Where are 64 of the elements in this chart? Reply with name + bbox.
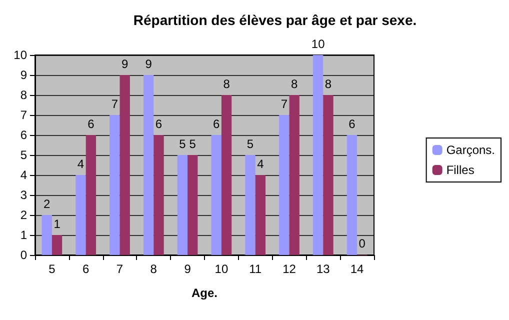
bar [279,115,290,255]
data-label: 6 [88,117,95,131]
data-label: 1 [54,217,61,231]
bar [110,115,120,255]
data-label: 6 [348,117,356,131]
data-label: 7 [280,97,288,111]
chart-title: Répartition des élèves par âge et par sexe. [133,12,417,28]
x-tick-label: 14 [350,262,364,276]
data-label: 7 [111,97,118,111]
data-label: 4 [257,157,264,171]
y-tick-label: 3 [20,188,28,202]
data-label: 9 [121,57,128,71]
bar [211,135,222,255]
y-tick-label: 10 [14,48,28,62]
y-tick-label: 0 [20,248,28,262]
bar [323,95,334,255]
x-axis-title: Age. [191,286,218,300]
y-tick-label: 5 [20,148,28,162]
data-label: 5 [179,137,186,151]
bar [120,75,130,255]
data-label: 0 [358,236,366,251]
bar [76,175,86,255]
bar [188,155,198,255]
y-tick-label: 1 [20,228,28,242]
y-tick-label: 4 [20,168,28,182]
data-label: 8 [324,77,332,91]
x-tick-label: 12 [282,262,296,276]
bar [221,95,232,255]
bar [312,55,324,255]
bar [52,235,62,255]
y-tick-label: 6 [20,128,28,142]
x-tick-label: 8 [150,262,158,276]
legend-label: Garçons. [446,143,495,157]
data-label: 6 [213,117,220,131]
legend-label: Filles [446,163,474,177]
x-tick-label: 13 [316,262,330,276]
data-label: 8 [223,77,230,91]
bar [86,135,96,255]
data-label: 2 [44,197,51,211]
bar [255,175,266,255]
x-tick-label: 10 [214,262,228,276]
bar [289,95,300,255]
bar [245,155,256,255]
bar [143,75,154,255]
y-tick-label: 7 [20,108,28,122]
x-tick-label: 11 [249,262,262,276]
data-label: 9 [145,57,152,71]
data-label: 6 [155,117,162,131]
x-tick-label: 5 [48,262,56,276]
bar [346,135,358,255]
x-tick-label: 9 [184,262,192,276]
y-tick-label: 8 [20,88,28,102]
y-tick-label: 2 [20,208,28,222]
y-tick-label: 9 [20,68,28,82]
bar [42,215,52,255]
bar [154,135,164,255]
data-label: 5 [246,137,254,151]
bar [177,155,188,255]
x-tick-label: 6 [82,262,90,276]
data-label: 10 [311,37,326,51]
x-tick-label: 7 [116,262,124,276]
data-label: 5 [189,137,196,151]
data-label: 8 [290,77,298,91]
data-label: 4 [77,157,84,171]
